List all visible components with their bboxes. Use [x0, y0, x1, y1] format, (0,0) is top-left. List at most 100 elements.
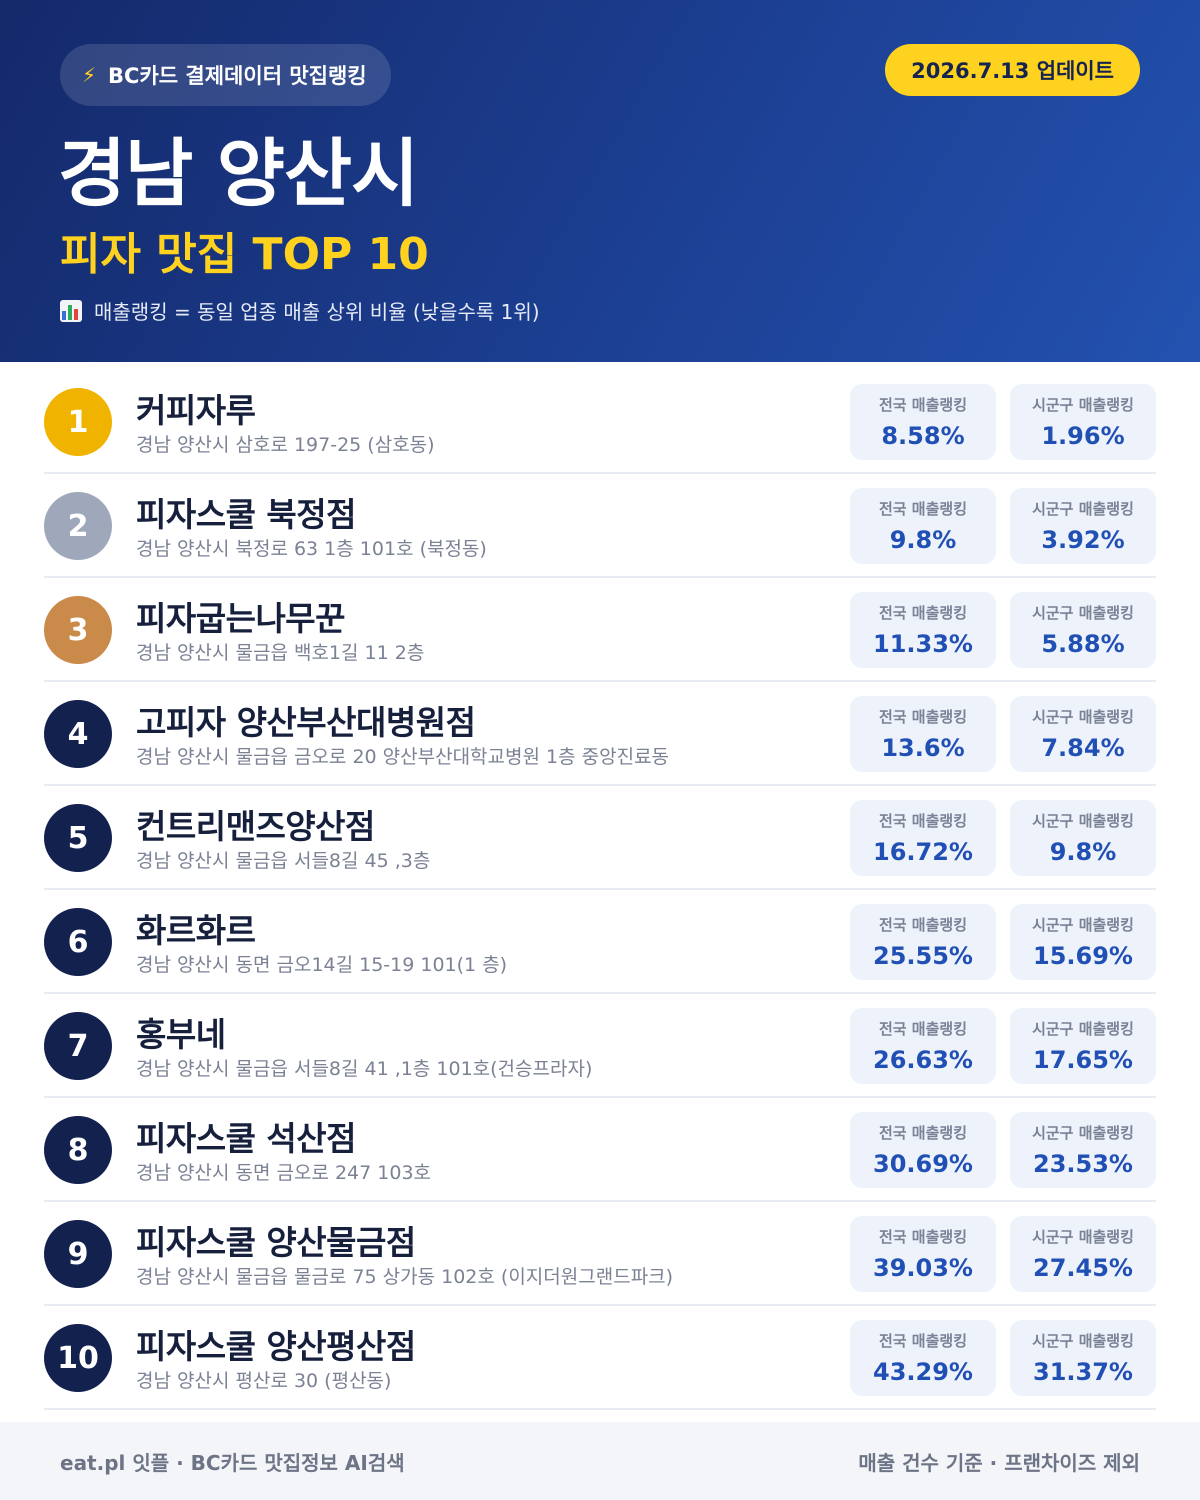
restaurant-address: 경남 양산시 삼호로 197-25 (삼호동) — [136, 434, 435, 456]
restaurant-name: 피자스쿨 북정점 — [136, 495, 357, 534]
restaurant-address: 경남 양산시 동면 금오14길 15-19 101(1 층) — [136, 954, 508, 976]
restaurant-address: 경남 양산시 평산로 30 (평산동) — [136, 1370, 392, 1392]
local-ranking-card: 시군구 매출랭킹 31.37% — [1010, 1320, 1156, 1396]
national-ranking-card: 전국 매출랭킹 26.63% — [850, 1008, 996, 1084]
local-ranking-card: 시군구 매출랭킹 1.96% — [1010, 384, 1156, 460]
national-ranking-label: 전국 매출랭킹 — [878, 1020, 968, 1038]
page-title: 경남 양산시 — [58, 131, 419, 217]
rank-badge: 7 — [44, 1012, 112, 1080]
local-ranking-label: 시군구 매출랭킹 — [1032, 708, 1134, 726]
source-badge-label: BC카드 결제데이터 맛집랭킹 — [108, 64, 367, 88]
ranking-note: 매출랭킹 = 동일 업종 매출 상위 비율 (낮을수록 1위) — [60, 296, 540, 325]
local-ranking-value: 17.65% — [1033, 1046, 1133, 1074]
footer: eat.pl 잇플 · BC카드 맛집정보 AI검색 매출 건수 기준 · 프랜… — [0, 1422, 1200, 1500]
national-ranking-value: 30.69% — [873, 1150, 973, 1178]
local-ranking-value: 23.53% — [1033, 1150, 1133, 1178]
national-ranking-card: 전국 매출랭킹 16.72% — [850, 800, 996, 876]
local-ranking-label: 시군구 매출랭킹 — [1032, 500, 1134, 518]
national-ranking-card: 전국 매출랭킹 9.8% — [850, 488, 996, 564]
national-ranking-value: 26.63% — [873, 1046, 973, 1074]
local-ranking-card: 시군구 매출랭킹 3.92% — [1010, 488, 1156, 564]
restaurant-address: 경남 양산시 물금읍 백호1길 11 2층 — [136, 642, 425, 664]
header-banner: ⚡ BC카드 결제데이터 맛집랭킹 2026.7.13 업데이트 경남 양산시 … — [0, 0, 1200, 362]
national-ranking-label: 전국 매출랭킹 — [878, 708, 968, 726]
national-ranking-value: 8.58% — [881, 422, 965, 450]
national-ranking-card: 전국 매출랭킹 39.03% — [850, 1216, 996, 1292]
restaurant-name: 피자굽는나무꾼 — [136, 599, 346, 638]
update-badge: 2026.7.13 업데이트 — [885, 44, 1140, 96]
restaurant-name: 피자스쿨 석산점 — [136, 1119, 357, 1158]
lightning-icon: ⚡ — [82, 63, 97, 87]
rank-badge: 10 — [44, 1324, 112, 1392]
local-ranking-value: 5.88% — [1041, 630, 1125, 658]
national-ranking-label: 전국 매출랭킹 — [878, 1332, 968, 1350]
national-ranking-value: 13.6% — [881, 734, 965, 762]
restaurant-address: 경남 양산시 물금읍 물금로 75 상가동 102호 (이지더원그랜드파크) — [136, 1266, 674, 1288]
national-ranking-value: 9.8% — [889, 526, 957, 554]
local-ranking-value: 27.45% — [1033, 1254, 1133, 1282]
list-item[interactable]: 6 화르화르 경남 양산시 동면 금오14길 15-19 101(1 층) 전국 매출… — [44, 890, 1156, 994]
local-ranking-card: 시군구 매출랭킹 7.84% — [1010, 696, 1156, 772]
local-ranking-label: 시군구 매출랭킹 — [1032, 1124, 1134, 1142]
restaurant-address: 경남 양산시 물금읍 금오로 20 양산부산대학교병원 1층 중앙진료동 — [136, 746, 670, 768]
footer-criteria: 매출 건수 기준 · 프랜차이즈 제외 — [858, 1451, 1140, 1475]
restaurant-address: 경남 양산시 물금읍 서들8길 45 ,3층 — [136, 850, 431, 872]
local-ranking-label: 시군구 매출랭킹 — [1032, 396, 1134, 414]
local-ranking-label: 시군구 매출랭킹 — [1032, 812, 1134, 830]
source-badge: ⚡ BC카드 결제데이터 맛집랭킹 — [60, 44, 391, 106]
local-ranking-label: 시군구 매출랭킹 — [1032, 916, 1134, 934]
list-item[interactable]: 10 피자스쿨 양산평산점 경남 양산시 평산로 30 (평산동) 전국 매출랭킹 43… — [44, 1306, 1156, 1410]
local-ranking-label: 시군구 매출랭킹 — [1032, 1020, 1134, 1038]
rank-badge: 8 — [44, 1116, 112, 1184]
page-subtitle: 피자 맛집 TOP 10 — [60, 229, 429, 280]
rank-badge: 4 — [44, 700, 112, 768]
bar-chart-icon — [60, 299, 82, 322]
national-ranking-card: 전국 매출랭킹 13.6% — [850, 696, 996, 772]
list-item[interactable]: 5 컨트리맨즈양산점 경남 양산시 물금읍 서들8길 45 ,3층 전국 매출랭킹 16… — [44, 786, 1156, 890]
rank-badge: 6 — [44, 908, 112, 976]
footer-source: eat.pl 잇플 · BC카드 맛집정보 AI검색 — [60, 1451, 405, 1475]
restaurant-address: 경남 양산시 북정로 63 1층 101호 (북정동) — [136, 538, 487, 560]
national-ranking-label: 전국 매출랭킹 — [878, 396, 968, 414]
rank-badge: 1 — [44, 388, 112, 456]
national-ranking-label: 전국 매출랭킹 — [878, 916, 968, 934]
local-ranking-card: 시군구 매출랭킹 5.88% — [1010, 592, 1156, 668]
rank-badge: 3 — [44, 596, 112, 664]
restaurant-name: 홍부네 — [136, 1015, 226, 1054]
local-ranking-card: 시군구 매출랭킹 27.45% — [1010, 1216, 1156, 1292]
national-ranking-label: 전국 매출랭킹 — [878, 500, 968, 518]
national-ranking-label: 전국 매출랭킹 — [878, 812, 968, 830]
local-ranking-value: 7.84% — [1041, 734, 1125, 762]
local-ranking-value: 1.96% — [1041, 422, 1125, 450]
national-ranking-card: 전국 매출랭킹 30.69% — [850, 1112, 996, 1188]
restaurant-name: 고피자 양산부산대병원점 — [136, 703, 476, 742]
national-ranking-value: 16.72% — [873, 838, 973, 866]
local-ranking-label: 시군구 매출랭킹 — [1032, 1228, 1134, 1246]
local-ranking-card: 시군구 매출랭킹 23.53% — [1010, 1112, 1156, 1188]
rank-badge: 2 — [44, 492, 112, 560]
restaurant-address: 경남 양산시 동면 금오로 247 103호 — [136, 1162, 432, 1184]
national-ranking-card: 전국 매출랭킹 11.33% — [850, 592, 996, 668]
local-ranking-card: 시군구 매출랭킹 15.69% — [1010, 904, 1156, 980]
national-ranking-card: 전국 매출랭킹 8.58% — [850, 384, 996, 460]
restaurant-address: 경남 양산시 물금읍 서들8길 41 ,1층 101호(건승프라자) — [136, 1058, 593, 1080]
restaurant-name: 피자스쿨 양산물금점 — [136, 1223, 416, 1262]
national-ranking-value: 25.55% — [873, 942, 973, 970]
local-ranking-value: 9.8% — [1049, 838, 1117, 866]
national-ranking-label: 전국 매출랭킹 — [878, 1228, 968, 1246]
restaurant-name: 커피자루 — [136, 391, 256, 430]
local-ranking-value: 31.37% — [1033, 1358, 1133, 1386]
national-ranking-label: 전국 매출랭킹 — [878, 604, 968, 622]
national-ranking-card: 전국 매출랭킹 25.55% — [850, 904, 996, 980]
local-ranking-value: 15.69% — [1033, 942, 1133, 970]
rank-badge: 9 — [44, 1220, 112, 1288]
ranking-note-text: 매출랭킹 = 동일 업종 매출 상위 비율 (낮을수록 1위) — [94, 300, 540, 324]
national-ranking-card: 전국 매출랭킹 43.29% — [850, 1320, 996, 1396]
